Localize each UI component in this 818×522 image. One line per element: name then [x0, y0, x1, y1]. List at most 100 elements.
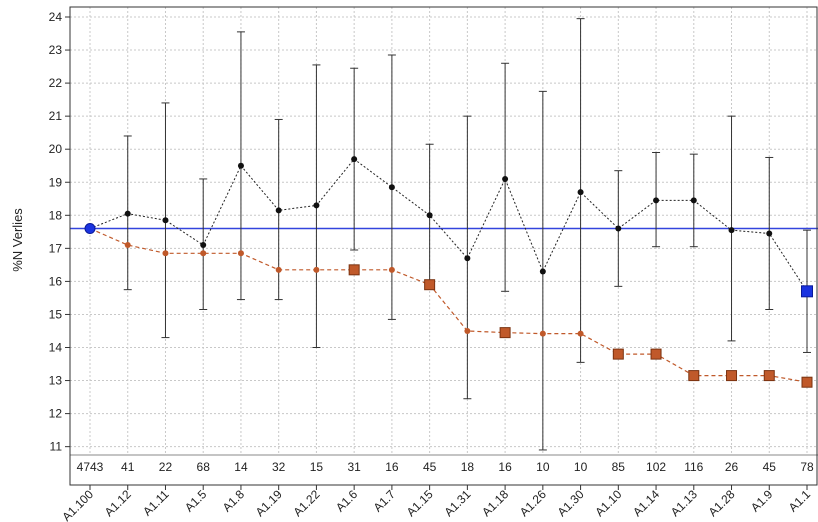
cumulative-point [539, 330, 546, 337]
cumulative-point [313, 266, 320, 273]
y-tick-label: 22 [49, 76, 63, 90]
cumulative-square-point [612, 348, 624, 360]
count-label: 116 [684, 460, 703, 474]
x-tick-label: A1.7 [371, 487, 399, 515]
main-point [502, 175, 509, 182]
count-label: 10 [574, 460, 588, 474]
x-tick-label: A1.13 [668, 487, 700, 519]
count-label: 31 [347, 460, 361, 474]
cumulative-point [275, 266, 282, 273]
count-label: 78 [800, 460, 814, 474]
count-label: 85 [612, 460, 626, 474]
y-tick-label: 14 [49, 341, 63, 355]
count-label: 10 [536, 460, 550, 474]
main-point [275, 207, 282, 214]
count-label: 41 [121, 460, 135, 474]
main-point [124, 210, 131, 217]
cumulative-square-point [726, 370, 738, 382]
y-tick-label: 11 [50, 440, 63, 454]
count-label: 68 [197, 460, 211, 474]
cumulative-point [124, 242, 131, 249]
main-point [200, 242, 207, 249]
x-tick-label: A1.28 [706, 487, 738, 519]
x-tick-label: A1.22 [290, 487, 322, 519]
main-point [162, 217, 169, 224]
x-tick-label: A1.9 [748, 487, 776, 515]
main-point [539, 268, 546, 275]
main-point [577, 189, 584, 196]
y-tick-label: 17 [49, 241, 63, 255]
x-tick-label: A1.5 [182, 487, 210, 515]
x-tick-label: A1.18 [479, 487, 511, 519]
main-point [351, 156, 358, 163]
main-point [237, 162, 244, 169]
y-tick-label: 13 [49, 374, 63, 388]
count-label: 102 [646, 460, 666, 474]
grid [70, 7, 818, 456]
cumulative-line [89, 227, 808, 383]
y-axis-title: %N Verlies [10, 208, 25, 272]
main-point [388, 184, 395, 191]
x-tick-label: A1.26 [517, 487, 549, 519]
y-tick-label: 20 [49, 142, 63, 156]
count-label: 16 [498, 460, 512, 474]
x-tick-label: A1.14 [630, 487, 662, 519]
y-tick-label: 16 [49, 274, 63, 288]
main-point [464, 255, 471, 262]
y-tick-label: 18 [49, 208, 63, 222]
count-label: 45 [423, 460, 437, 474]
y-tick-label: 15 [49, 307, 63, 321]
cumulative-square-point [650, 348, 662, 360]
count-label: 14 [234, 460, 248, 474]
x-tick-label: A1.30 [555, 487, 587, 519]
x-tick-label: A1.10 [592, 487, 624, 519]
count-label: 22 [159, 460, 173, 474]
x-tick-label: A1.8 [220, 487, 248, 515]
main-point [690, 197, 697, 204]
y-axis-ticks: 11 12 13 14 15 16 17 18 19 20 21 22 23 24 [49, 10, 70, 454]
cumulative-square-point [801, 376, 813, 388]
x-tick-label: A1.31 [441, 487, 473, 519]
main-line [89, 158, 808, 292]
x-tick-label: A1.12 [102, 487, 134, 519]
cumulative-square-point [499, 327, 511, 339]
main-point [615, 225, 622, 232]
start-point [84, 223, 96, 235]
count-label: 45 [763, 460, 777, 474]
count-labels: 4743 41 22 68 14 32 15 31 16 45 18 16 10 10 85 102 116 26… [77, 460, 814, 474]
cumulative-point [577, 330, 584, 337]
count-label: 18 [461, 460, 475, 474]
series-group [84, 156, 813, 388]
y-tick-label: 19 [49, 175, 63, 189]
cumulative-point [162, 250, 169, 257]
y-tick-label: 23 [49, 43, 63, 57]
cumulative-point [237, 250, 244, 257]
count-label: 26 [725, 460, 739, 474]
main-point [426, 212, 433, 219]
main-point [313, 202, 320, 209]
cumulative-square-point [424, 279, 436, 291]
cumulative-square-point [348, 264, 360, 276]
cumulative-square-point [763, 370, 775, 382]
y-tick-label: 12 [49, 407, 63, 421]
count-label: 32 [272, 460, 286, 474]
cumulative-square-point [688, 370, 700, 382]
cumulative-point [200, 250, 207, 257]
y-tick-label: 21 [49, 109, 63, 123]
x-tick-label: A1.11 [140, 487, 172, 519]
x-tick-label: A1.19 [253, 487, 285, 519]
x-axis-ticks: A1.100 A1.12 A1.11 A1.5 A1.8 A1.19 A1.22 A1.6 A1… [59, 485, 813, 522]
x-tick-label: A1.1 [786, 487, 814, 515]
y-tick-label: 24 [49, 10, 63, 24]
main-point [728, 227, 735, 234]
x-tick-label: A1.100 [59, 487, 96, 522]
main-point [653, 197, 660, 204]
count-label: 4743 [77, 460, 104, 474]
count-label: 16 [385, 460, 399, 474]
cumulative-point [464, 327, 471, 334]
x-tick-label: A1.15 [404, 487, 436, 519]
cumulative-point [388, 266, 395, 273]
main-point [766, 230, 773, 237]
plot-frame [69, 6, 818, 486]
